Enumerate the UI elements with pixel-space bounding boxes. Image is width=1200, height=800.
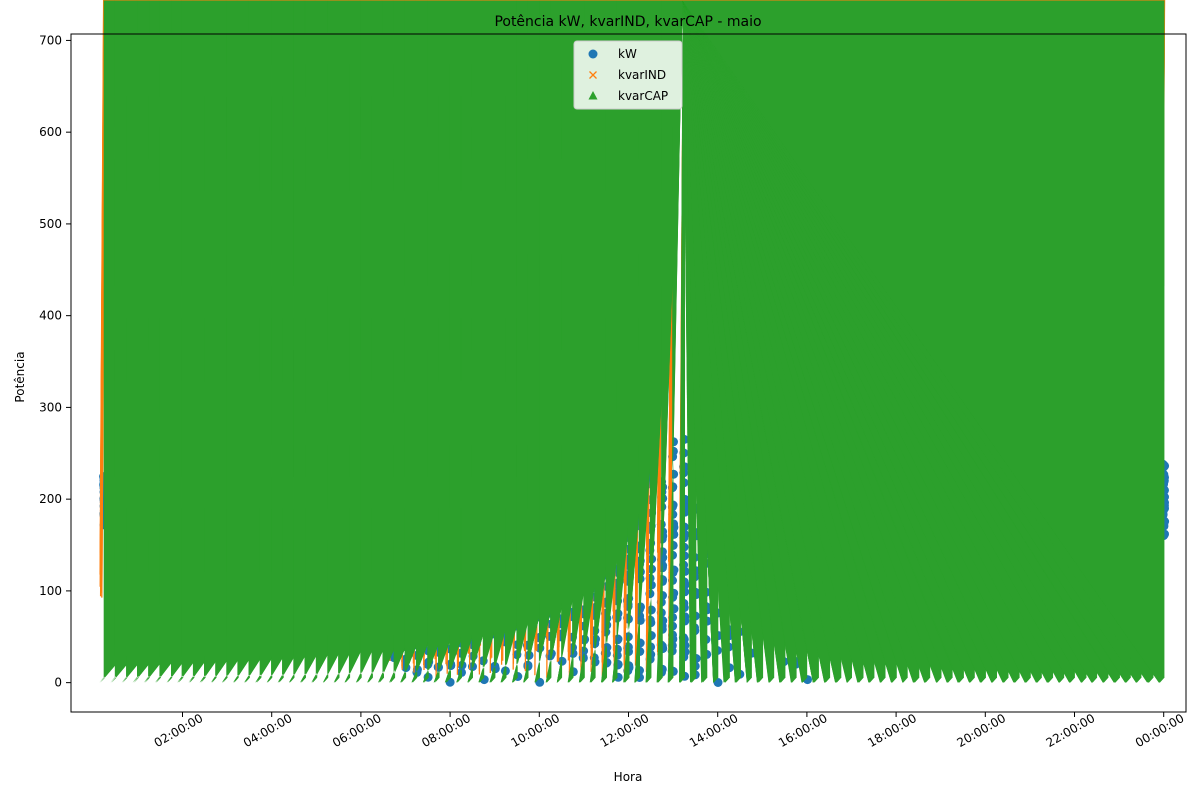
data-point bbox=[613, 634, 623, 644]
data-point bbox=[490, 661, 500, 671]
data-point bbox=[657, 547, 667, 557]
plot-area bbox=[99, 1, 1170, 687]
